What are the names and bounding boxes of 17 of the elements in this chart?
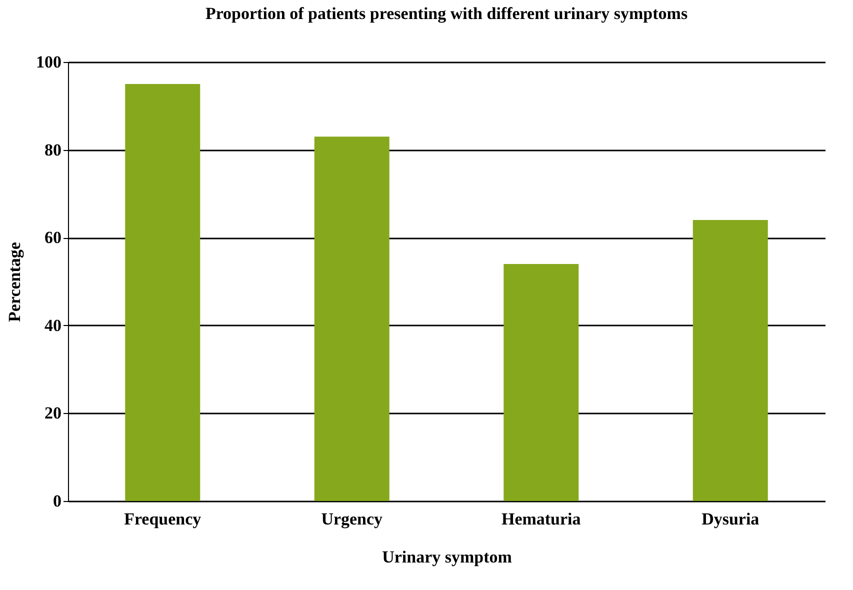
y-tick-label: 0	[53, 492, 62, 510]
y-tick-label: 40	[44, 316, 62, 335]
x-tick-label: Hematuria	[501, 510, 582, 528]
x-axis-title: Urinary symptom	[382, 548, 512, 566]
x-tick-label: Urgency	[321, 510, 384, 528]
bar	[125, 84, 200, 501]
y-axis-title: Percentage	[5, 242, 24, 322]
bar	[504, 264, 579, 501]
y-tick-label: 60	[44, 228, 62, 248]
x-tick-label: Dysuria	[702, 510, 760, 528]
chart-title: Proportion of patients presenting with different urinary symptoms	[205, 4, 688, 23]
x-tick-label: Frequency	[124, 510, 202, 528]
y-tick-label: 80	[44, 140, 62, 160]
bar	[692, 220, 768, 501]
bar	[314, 136, 390, 501]
y-tick-label: 100	[36, 52, 62, 72]
y-tick-label: 20	[44, 404, 62, 423]
